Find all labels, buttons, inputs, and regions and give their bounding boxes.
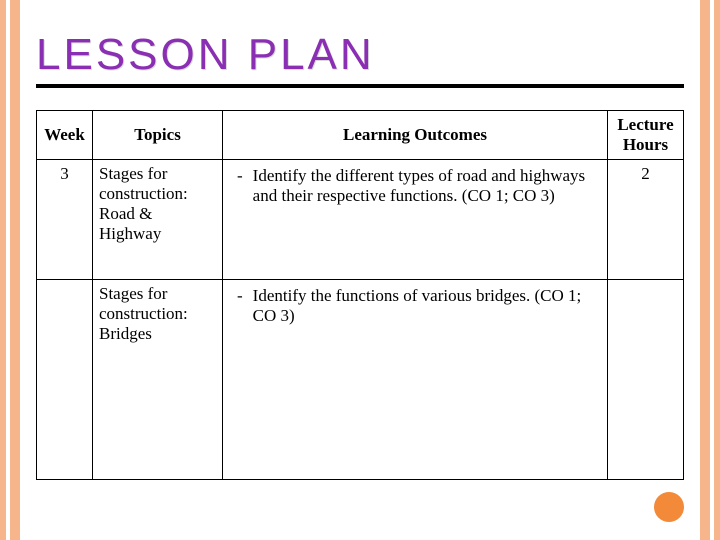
col-header-topics: Topics [93, 111, 223, 160]
col-header-week: Week [37, 111, 93, 160]
stripe-left-outer [0, 0, 6, 540]
outcome-text: Identify the functions of various bridge… [253, 286, 597, 326]
slide-content: LESSON PLAN Week Topics Learning Outcome… [36, 30, 684, 524]
title-underline [36, 84, 684, 88]
outcome-item: - Identify the different types of road a… [229, 164, 601, 208]
table-row: 3 Stages for construction: Road & Highwa… [37, 160, 684, 280]
outcome-text: Identify the different types of road and… [253, 166, 597, 206]
col-header-hours: Lecture Hours [608, 111, 684, 160]
page-title: LESSON PLAN [36, 30, 684, 80]
stripe-right-outer [714, 0, 720, 540]
table-row: Stages for construction: Bridges - Ident… [37, 280, 684, 480]
stripe-left-inner [10, 0, 20, 540]
cell-outcome: - Identify the functions of various brid… [223, 280, 608, 480]
bullet-dash: - [237, 166, 243, 206]
stripe-right-inner [700, 0, 710, 540]
cell-topic: Stages for construction: Road & Highway [93, 160, 223, 280]
col-header-outcomes: Learning Outcomes [223, 111, 608, 160]
cell-topic: Stages for construction: Bridges [93, 280, 223, 480]
lesson-plan-table: Week Topics Learning Outcomes Lecture Ho… [36, 110, 684, 480]
bullet-dash: - [237, 286, 243, 326]
cell-outcome: - Identify the different types of road a… [223, 160, 608, 280]
table-header-row: Week Topics Learning Outcomes Lecture Ho… [37, 111, 684, 160]
outcome-item: - Identify the functions of various brid… [229, 284, 601, 328]
cell-week: 3 [37, 160, 93, 280]
accent-dot-icon [654, 492, 684, 522]
cell-hours: 2 [608, 160, 684, 280]
cell-hours [608, 280, 684, 480]
cell-week [37, 280, 93, 480]
